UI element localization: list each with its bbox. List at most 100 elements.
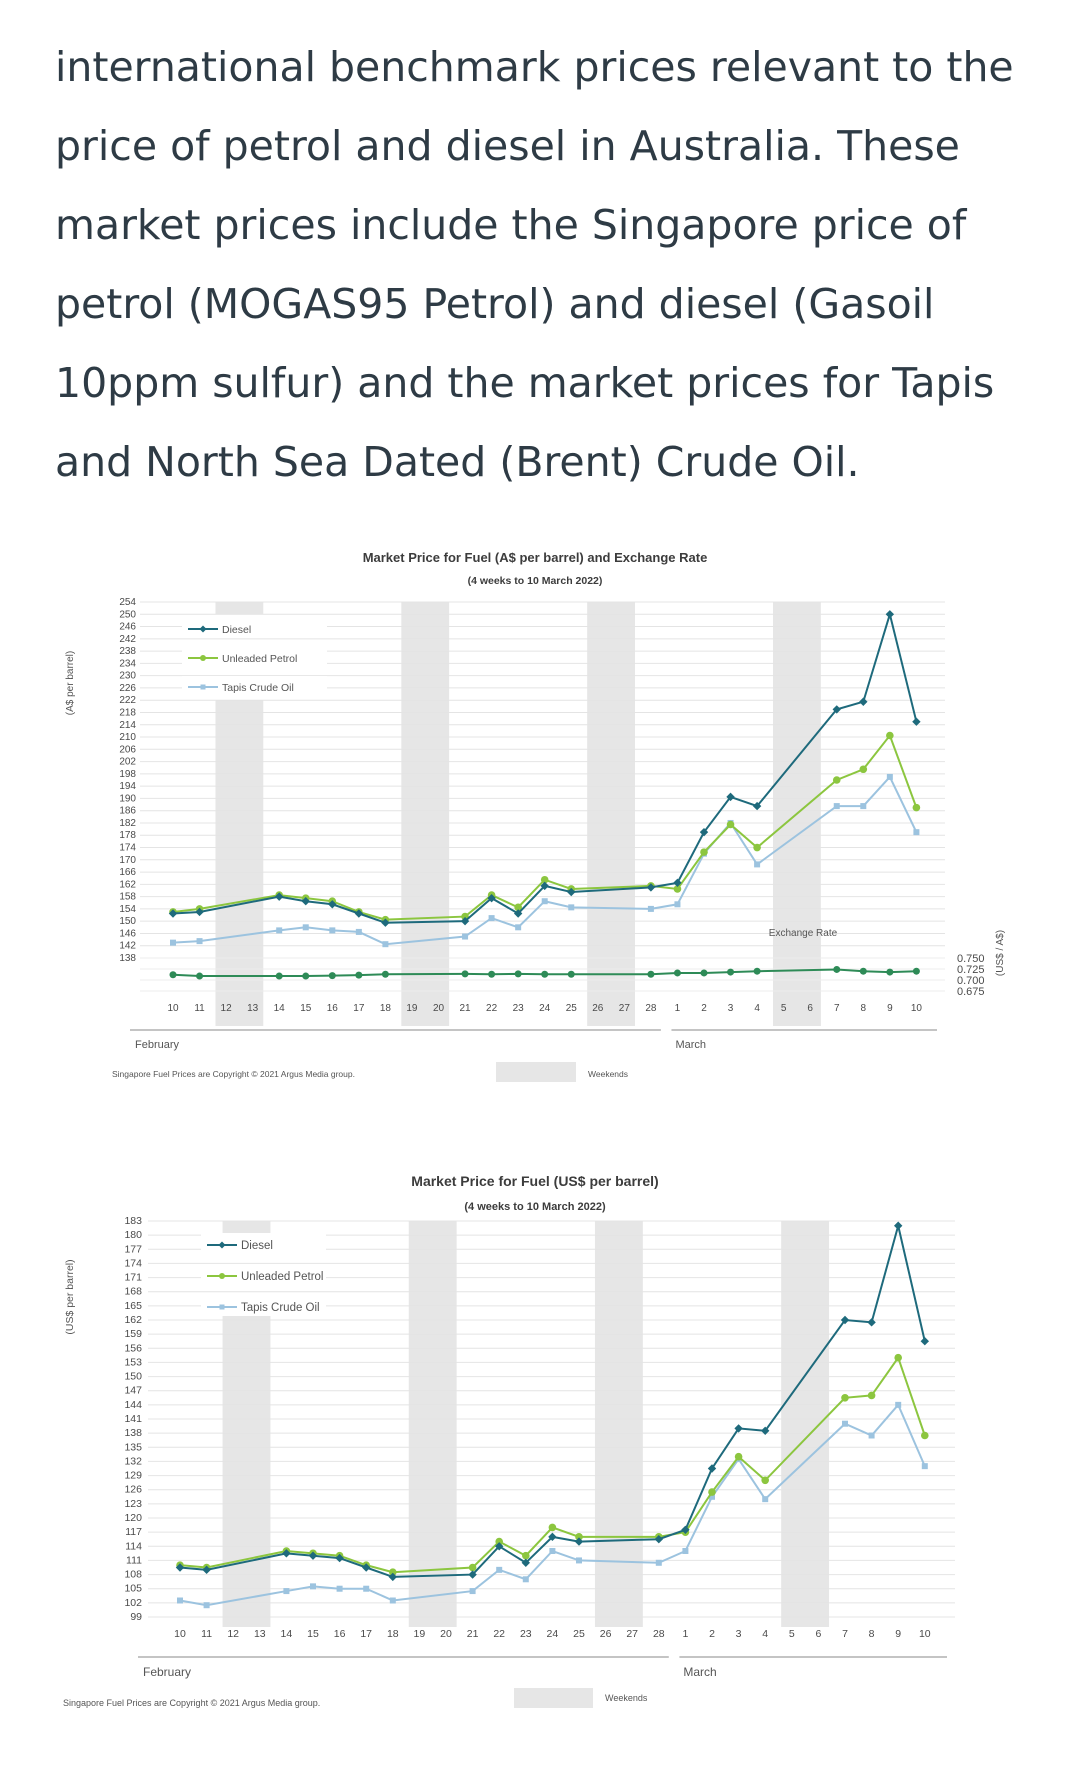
y-tick-label: 162: [119, 879, 136, 890]
y-tick-label: 177: [124, 1243, 142, 1255]
y-tick-label: 186: [119, 806, 136, 817]
tapis-point: [355, 928, 362, 935]
chart-usd-svg: Market Price for Fuel (US$ per barrel) (4…: [63, 1173, 955, 1708]
exchange-rate-point: [647, 970, 655, 978]
x-tick-label: 27: [619, 1003, 631, 1014]
x-tick-label: 25: [566, 1003, 578, 1014]
month-label-march: March: [675, 1039, 706, 1051]
x-tick-label: 10: [911, 1003, 923, 1014]
x-tick-label: 28: [653, 1628, 665, 1640]
x-tick-label: 26: [592, 1003, 604, 1014]
petrol-point: [514, 903, 522, 912]
exchange-rate-point: [567, 970, 575, 978]
weekend-legend-label: Weekends: [588, 1069, 628, 1079]
x-tick-label: 1: [675, 1003, 681, 1014]
y-tick-label: 234: [119, 658, 136, 669]
diesel-point: [920, 1337, 929, 1346]
tapis-point: [203, 1602, 210, 1609]
exchange-rate-label: Exchange Rate: [769, 928, 838, 939]
y-tick-label: 147: [124, 1385, 142, 1397]
x-tick-label: 8: [861, 1003, 867, 1014]
x-tick-label: 9: [895, 1628, 901, 1640]
diesel-point: [673, 878, 682, 888]
footnote: Singapore Fuel Prices are Copyright © 20…: [112, 1069, 355, 1079]
tapis-point: [389, 1597, 396, 1604]
x-tick-label: 18: [380, 1003, 392, 1014]
y-tick-label: 182: [119, 818, 136, 829]
tapis-point: [576, 1557, 582, 1564]
tapis-point: [762, 1496, 769, 1503]
petrol-point: [540, 875, 549, 884]
y-tick-label: 129: [124, 1470, 142, 1482]
y-tick-label: 254: [119, 597, 136, 608]
diesel-point: [574, 1537, 584, 1546]
tapis-point: [549, 1548, 556, 1554]
exchange-rate-point: [275, 972, 283, 980]
x-tick-label: 4: [762, 1628, 768, 1640]
y-tick-label: 194: [119, 781, 136, 792]
x-tick-label: 10: [174, 1628, 186, 1640]
tapis-point: [310, 1583, 316, 1590]
diesel-point: [894, 1221, 903, 1230]
chart-title: Market Price for Fuel (A$ per barrel) an…: [363, 550, 708, 565]
x-tick-label: 13: [247, 1003, 259, 1014]
diesel-point: [521, 1558, 530, 1567]
petrol-point: [673, 885, 682, 893]
tapis-point: [860, 803, 867, 810]
x-tick-label: 21: [467, 1628, 479, 1640]
y-tick-label: 144: [124, 1399, 142, 1411]
x-tick-label: 1: [682, 1628, 688, 1640]
y-tick-label: 178: [119, 830, 136, 841]
y-tick-label: 138: [119, 953, 136, 964]
x-tick-label: 2: [701, 1003, 707, 1014]
x-tick-label: 17: [353, 1003, 365, 1014]
tapis-point: [842, 1420, 848, 1427]
chart-subtitle: (4 weeks to 10 March 2022): [464, 1201, 606, 1213]
diesel-point: [487, 893, 496, 903]
y-tick-label: 250: [119, 609, 136, 620]
x-tick-label: 23: [513, 1003, 525, 1014]
legend-label-diesel: Diesel: [222, 624, 251, 636]
y-tick-label: 246: [119, 622, 136, 633]
footnote: Singapore Fuel Prices are Copyright © 20…: [63, 1698, 320, 1708]
y-tick-label: 150: [124, 1371, 142, 1383]
y-tick-label: 202: [119, 757, 136, 768]
y2-tick-label: 0.750: [957, 953, 985, 965]
tapis-point: [496, 1566, 503, 1573]
x-tick-label: 12: [221, 1003, 233, 1014]
y-tick-label: 150: [119, 916, 136, 927]
tapis-point: [674, 901, 681, 908]
petrol-point: [495, 1537, 504, 1546]
exchange-rate-point: [727, 968, 735, 976]
month-label-february: February: [135, 1039, 180, 1051]
x-tick-label: 11: [201, 1628, 212, 1640]
y-tick-label: 183: [124, 1215, 142, 1227]
diesel-point: [335, 1553, 344, 1563]
y2-tick-label: 0.700: [957, 975, 985, 987]
x-tick-label: 16: [334, 1628, 346, 1640]
weekend-band: [215, 700, 264, 1026]
petrol-point: [468, 1563, 477, 1572]
weekend-band-top: [215, 602, 264, 614]
x-tick-label: 11: [194, 1003, 205, 1014]
tapis-point: [382, 941, 389, 948]
y-tick-label: 135: [124, 1441, 142, 1453]
exchange-rate-point: [700, 969, 708, 977]
x-tick-label: 16: [327, 1003, 339, 1014]
y-tick-label: 108: [124, 1569, 142, 1581]
x-tick-label: 23: [520, 1628, 532, 1640]
tapis-point: [913, 829, 920, 836]
y-axis-label: (A$ per barrel): [65, 651, 76, 715]
y-tick-label: 168: [124, 1286, 142, 1298]
legend-marker: [199, 625, 207, 633]
y-tick-label: 210: [119, 732, 136, 743]
y-tick-label: 238: [119, 646, 136, 657]
chart-aud-fuel-prices: Market Price for Fuel (A$ per barrel) an…: [0, 535, 1080, 1095]
y-tick-label: 132: [124, 1455, 142, 1467]
petrol-point: [734, 1452, 743, 1461]
weekend-band-top: [222, 1221, 271, 1233]
legend-bg: [201, 1296, 326, 1316]
legend-bg: [182, 618, 327, 638]
x-tick-label: 17: [360, 1628, 372, 1640]
x-tick-label: 3: [728, 1003, 734, 1014]
